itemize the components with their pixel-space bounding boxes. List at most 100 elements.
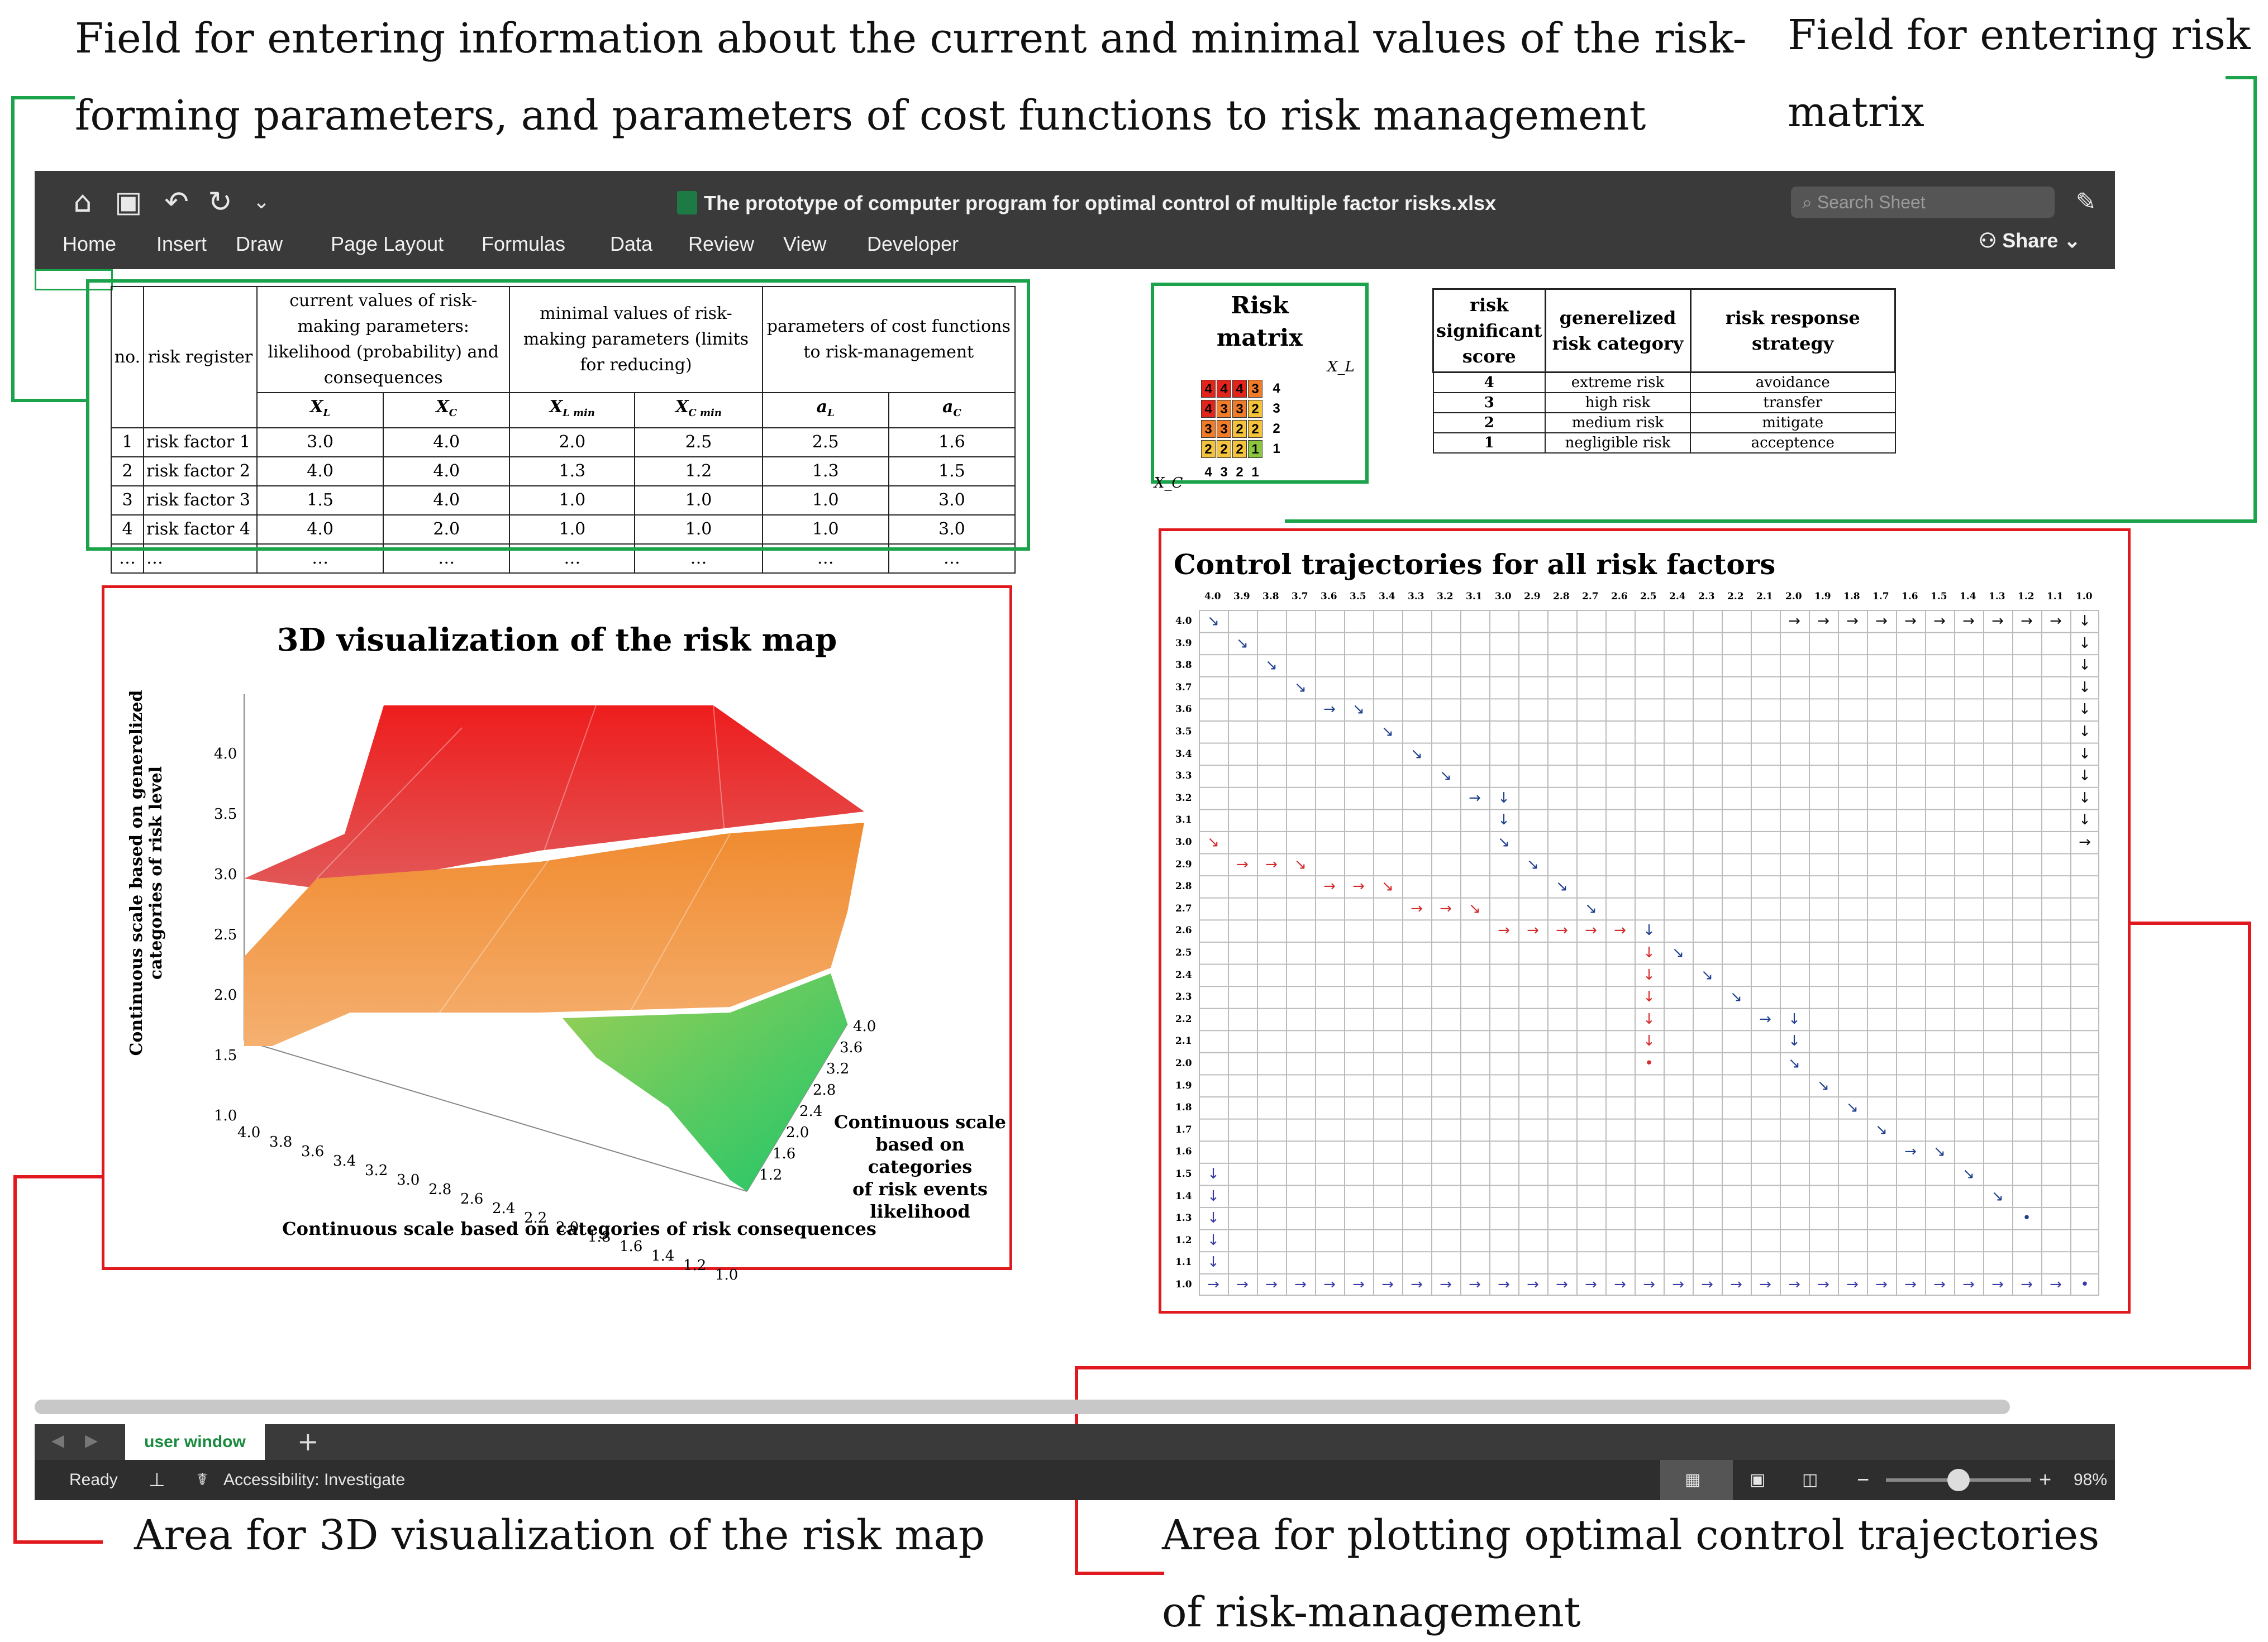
redo-icon[interactable]: ↻ [208, 185, 232, 219]
table-cell[interactable]: 1 [111, 427, 144, 457]
table-cell[interactable]: 3 [1432, 392, 1546, 413]
menu-review[interactable]: Review [688, 232, 755, 255]
table-cell[interactable]: risk factor 3 [142, 485, 258, 515]
risk-matrix-cell[interactable]: 4 [1232, 380, 1247, 398]
accessibility-icon[interactable]: ☤ [197, 1470, 208, 1490]
risk-matrix-cell[interactable]: 2 [1217, 440, 1231, 458]
risk-matrix-cell[interactable]: 3 [1217, 400, 1231, 418]
table-cell[interactable]: mitigate [1690, 412, 1896, 433]
risk-matrix-cell[interactable]: 2 [1248, 400, 1262, 418]
table-cell[interactable]: 1.0 [634, 514, 763, 545]
table-cell[interactable]: 1.3 [761, 456, 889, 486]
risk-matrix-cell[interactable]: 3 [1201, 420, 1216, 438]
risk-matrix-cell[interactable]: 1 [1248, 440, 1262, 458]
table-cell[interactable]: 1.5 [256, 485, 384, 515]
macro-icon[interactable]: ⊥ [149, 1469, 165, 1491]
add-sheet-icon[interactable]: + [297, 1426, 319, 1457]
table-cell[interactable]: 2 [111, 456, 144, 486]
risk-matrix-cell[interactable]: 2 [1248, 420, 1262, 438]
table-cell[interactable]: 4 [111, 514, 144, 545]
risk-matrix-cell[interactable]: 4 [1201, 380, 1216, 398]
accessibility-status[interactable]: Accessibility: Investigate [223, 1471, 406, 1489]
table-cell[interactable]: transfer [1690, 392, 1896, 413]
menu-developer[interactable]: Developer [867, 232, 959, 255]
zoom-out-icon[interactable]: − [1857, 1468, 1870, 1492]
table-cell[interactable]: 2.5 [761, 427, 889, 457]
table-cell[interactable]: 1.5 [888, 456, 1016, 486]
table-cell[interactable]: risk factor 4 [142, 514, 258, 545]
table-cell[interactable]: avoidance [1690, 371, 1896, 393]
zoom-in-icon[interactable]: + [2039, 1468, 2052, 1492]
menu-data[interactable]: Data [610, 232, 653, 255]
risk-matrix-cell[interactable]: 4 [1201, 400, 1216, 418]
table-cell[interactable]: medium risk [1545, 412, 1691, 433]
risk-matrix-cell[interactable]: 4 [1217, 380, 1231, 398]
table-cell[interactable]: 1.6 [888, 427, 1016, 457]
callout-connector [2226, 76, 2257, 79]
tab-next-icon[interactable]: ▶ [85, 1431, 98, 1450]
page-break-icon[interactable]: ◫ [1802, 1470, 1818, 1490]
table-cell[interactable]: 1.0 [634, 485, 763, 515]
table-cell[interactable]: risk factor 2 [142, 456, 258, 486]
table-cell[interactable]: acceptence [1690, 432, 1896, 454]
home-icon[interactable]: ⌂ [73, 185, 92, 219]
table-cell[interactable]: 1.0 [761, 514, 889, 545]
account-icon[interactable]: ✎ [2075, 188, 2097, 216]
table-cell[interactable]: 3 [111, 485, 144, 515]
search-input[interactable]: ⌕ Search Sheet [1791, 187, 2055, 218]
table-cell[interactable]: 1.0 [761, 485, 889, 515]
share-button[interactable]: ⚇ Share ⌄ [1979, 229, 2081, 252]
table-cell[interactable]: 4.0 [383, 456, 511, 486]
zoom-level[interactable]: 98% [2074, 1471, 2108, 1489]
menu-draw[interactable]: Draw [236, 232, 283, 255]
table-cell[interactable]: 4.0 [383, 485, 511, 515]
menu-view[interactable]: View [783, 232, 827, 255]
tab-prev-icon[interactable]: ◀ [51, 1431, 65, 1450]
trajectory-arrow-icon: ↓ [1498, 812, 1510, 829]
page-layout-icon[interactable]: ▣ [1750, 1470, 1766, 1490]
horizontal-scrollbar[interactable] [35, 1400, 2010, 1414]
sheet-tab-user-window[interactable]: user window [125, 1424, 265, 1460]
table-cell[interactable]: 3.0 [256, 427, 384, 457]
normal-view-button[interactable]: ▦ [1660, 1460, 1733, 1500]
zoom-slider-handle[interactable] [1947, 1469, 1970, 1491]
customize-toolbar-icon[interactable]: ⌄ [252, 190, 270, 213]
callout-line-2: matrix [1788, 88, 1924, 136]
table-cell[interactable]: 4.0 [383, 427, 511, 457]
table-cell[interactable]: 1.3 [509, 456, 636, 486]
menu-insert[interactable]: Insert [156, 232, 207, 255]
table-cell[interactable]: 2.5 [634, 427, 763, 457]
table-cell[interactable]: risk factor 1 [142, 427, 258, 457]
menu-home[interactable]: Home [63, 232, 117, 255]
risk-matrix-cell[interactable]: 3 [1248, 380, 1262, 398]
table-cell[interactable]: negligible risk [1545, 432, 1691, 454]
risk-matrix-cell[interactable]: 3 [1217, 420, 1231, 438]
trajectory-arrow-icon: ↘ [1991, 1187, 2004, 1205]
save-icon[interactable]: ▣ [115, 185, 142, 219]
menu-page-layout[interactable]: Page Layout [331, 232, 444, 255]
undo-icon[interactable]: ↶ [164, 185, 189, 219]
table-cell[interactable]: 2.0 [383, 514, 511, 545]
table-cell[interactable]: 3.0 [888, 485, 1016, 515]
table-cell[interactable]: … [111, 543, 144, 574]
risk-matrix-cell[interactable]: 2 [1232, 440, 1247, 458]
table-cell[interactable]: 3.0 [888, 514, 1016, 545]
risk-matrix-cell[interactable]: 3 [1232, 400, 1247, 418]
table-cell[interactable]: high risk [1545, 392, 1691, 413]
table-cell[interactable]: 1.0 [509, 485, 636, 515]
table-cell[interactable]: 4.0 [256, 456, 384, 486]
table-cell[interactable]: 4.0 [256, 514, 384, 545]
table-cell[interactable]: 2.0 [509, 427, 636, 457]
risk-matrix-cell[interactable]: 2 [1232, 420, 1247, 438]
risk-matrix-cell[interactable]: 2 [1201, 440, 1216, 458]
zoom-slider[interactable] [1886, 1469, 2031, 1491]
table-cell[interactable]: 2 [1432, 412, 1546, 433]
table-cell[interactable]: extreme risk [1545, 371, 1691, 393]
row-tick-label: 3.3 [1175, 770, 1192, 782]
table-cell[interactable]: 1 [1432, 432, 1546, 454]
table-cell[interactable]: 1.0 [509, 514, 636, 545]
table-cell[interactable]: 1.2 [634, 456, 763, 486]
table-cell[interactable]: 4 [1432, 371, 1546, 393]
trajectory-arrow-icon: ↓ [2079, 767, 2091, 785]
menu-formulas[interactable]: Formulas [482, 232, 566, 255]
